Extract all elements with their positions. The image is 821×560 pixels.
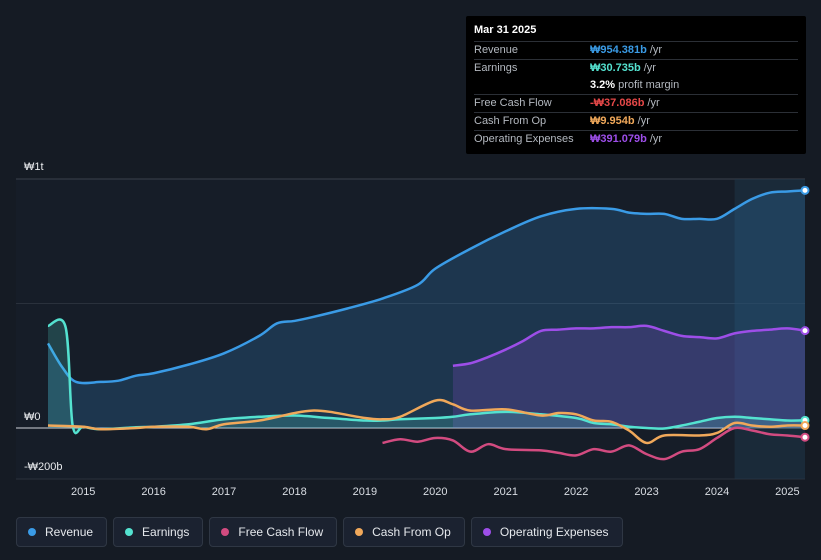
cash-from-op-line: [47, 398, 806, 445]
legend-revenue[interactable]: Revenue: [16, 517, 108, 547]
series-layer: [46, 189, 806, 461]
legend-label: Operating Expenses: [499, 525, 609, 539]
free-cash-flow-line: [382, 426, 806, 461]
tooltip-value: ₩954.381b: [590, 44, 647, 56]
tick-layer: ₩1t ₩0 -₩200b 2015 2016 2017 2018 2019 2020 2021 2…: [24, 161, 800, 498]
marker-layer: [800, 185, 810, 442]
legend-label: Free Cash Flow: [238, 525, 324, 539]
legend-cash-from-op[interactable]: Cash From Op: [343, 517, 465, 547]
legend-dot-icon: [355, 528, 364, 536]
tooltip-label: Free Cash Flow: [474, 97, 552, 109]
tooltip-value: 3.2%: [590, 79, 616, 91]
x-tick-label: 2017: [212, 486, 236, 498]
tooltip-label: Cash From Op: [474, 115, 547, 127]
tooltip-unit: /yr: [647, 97, 660, 109]
operating-expenses-end-marker: [800, 326, 810, 336]
x-tick-label: 2025: [775, 486, 799, 498]
x-tick-label: 2015: [71, 486, 95, 498]
tooltip-value: ₩30.735b: [590, 62, 641, 74]
tooltip-row-operating-expenses: Operating Expenses ₩391.079b /yr: [474, 130, 798, 148]
chart-legend: Revenue Earnings Free Cash Flow Cash Fro…: [16, 517, 623, 547]
legend-operating-expenses[interactable]: Operating Expenses: [470, 517, 623, 547]
revenue-line: [46, 189, 806, 385]
tooltip-row-cash-from-op: Cash From Op ₩9.954b /yr: [474, 112, 798, 130]
x-tick-label: 2020: [423, 486, 447, 498]
tooltip-row-profit-margin: 3.2% profit margin: [474, 77, 798, 94]
tooltip-row-earnings: Earnings ₩30.735b /yr: [474, 59, 798, 77]
x-tick-label: 2016: [141, 486, 165, 498]
data-tooltip: Mar 31 2025 Revenue ₩954.381b /yr Earnin…: [466, 16, 806, 154]
legend-dot-icon: [482, 528, 491, 536]
tooltip-label: Operating Expenses: [474, 133, 574, 145]
legend-free-cash-flow[interactable]: Free Cash Flow: [209, 517, 338, 547]
legend-dot-icon: [125, 528, 134, 536]
tooltip-value: ₩391.079b: [590, 133, 647, 145]
legend-label: Earnings: [142, 525, 190, 539]
operating-expenses-area: [452, 325, 805, 428]
tooltip-date: Mar 31 2025: [474, 24, 537, 36]
legend-dot-icon: [221, 528, 230, 536]
earnings-area: [48, 319, 805, 434]
legend-label: Cash From Op: [372, 525, 451, 539]
legend-label: Revenue: [45, 525, 94, 539]
tooltip-label: [474, 77, 590, 94]
cash-from-op-end-marker: [800, 421, 810, 431]
tooltip-label: Earnings: [474, 62, 518, 74]
x-tick-label: 2018: [282, 486, 306, 498]
tooltip-unit: /yr: [649, 133, 663, 145]
x-tick-label: 2023: [634, 486, 658, 498]
tooltip-unit: /yr: [643, 62, 656, 74]
x-tick-label: 2019: [353, 486, 377, 498]
tooltip-row-revenue: Revenue ₩954.381b /yr: [474, 41, 798, 59]
x-tick-label: 2024: [705, 486, 729, 498]
y-tick-label: -₩200b: [24, 461, 63, 473]
free-cash-flow-end-marker: [800, 432, 810, 442]
tooltip-row-free-cash-flow: Free Cash Flow -₩37.086b /yr: [474, 94, 798, 112]
y-tick-label: ₩1t: [24, 161, 44, 173]
legend-dot-icon: [28, 528, 36, 536]
x-tick-label: 2021: [493, 486, 517, 498]
tooltip-unit: profit margin: [618, 79, 680, 91]
tooltip-value: ₩9.954b: [590, 115, 635, 127]
tooltip-unit: /yr: [637, 115, 650, 127]
x-tick-label: 2022: [564, 486, 588, 498]
operating-expenses-line: [452, 324, 806, 367]
revenue-area: [48, 190, 805, 428]
legend-earnings[interactable]: Earnings: [113, 517, 204, 547]
revenue-end-marker: [800, 185, 810, 195]
tooltip-label: Revenue: [474, 44, 519, 56]
tooltip-unit: /yr: [649, 44, 663, 56]
tooltip-value: -₩37.086b: [590, 97, 645, 109]
y-tick-label: ₩0: [24, 411, 41, 423]
plot-background: [16, 179, 805, 479]
